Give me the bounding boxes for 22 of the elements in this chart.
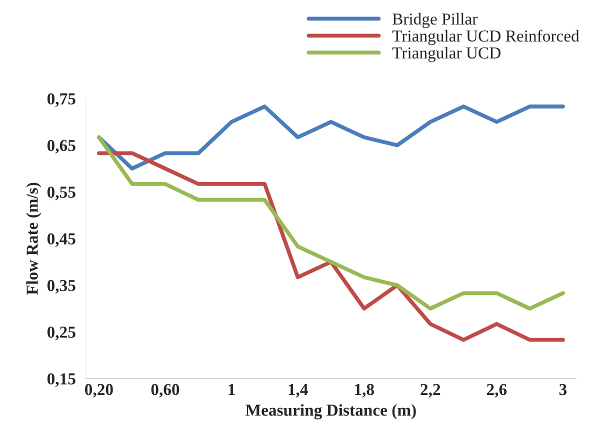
x-axis-title: Measuring Distance (m): [246, 404, 416, 420]
y-tick-label: 0,35: [47, 280, 76, 294]
legend-label: Triangular UCD Reinforced: [392, 30, 580, 46]
x-tick-label: 0,20: [85, 384, 113, 398]
y-tick-label: 0,45: [47, 233, 76, 247]
legend-label: Bridge Pillar: [392, 12, 478, 28]
x-tick-label: 1,4: [288, 384, 308, 398]
y-tick-label: 0,25: [47, 326, 76, 340]
x-tick-label: 3: [559, 384, 567, 396]
line-series: [97, 151, 565, 342]
y-tick-label: 0,65: [47, 140, 76, 154]
x-tick-label: 1,8: [355, 384, 374, 398]
x-tick-label: 0,60: [151, 384, 180, 398]
x-tick-label: 1: [228, 384, 235, 395]
x-tick-label: 2,2: [420, 384, 440, 398]
y-axis-title: Flow Rate (m/s): [26, 182, 42, 295]
y-tick-label: 0,55: [47, 186, 76, 200]
legend-label: Triangular UCD: [392, 46, 500, 62]
x-tick-label: 2,6: [486, 384, 507, 398]
y-tick-label: 0,75: [47, 93, 76, 107]
line-series: [97, 135, 565, 311]
y-tick-label: 0,15: [47, 373, 76, 387]
